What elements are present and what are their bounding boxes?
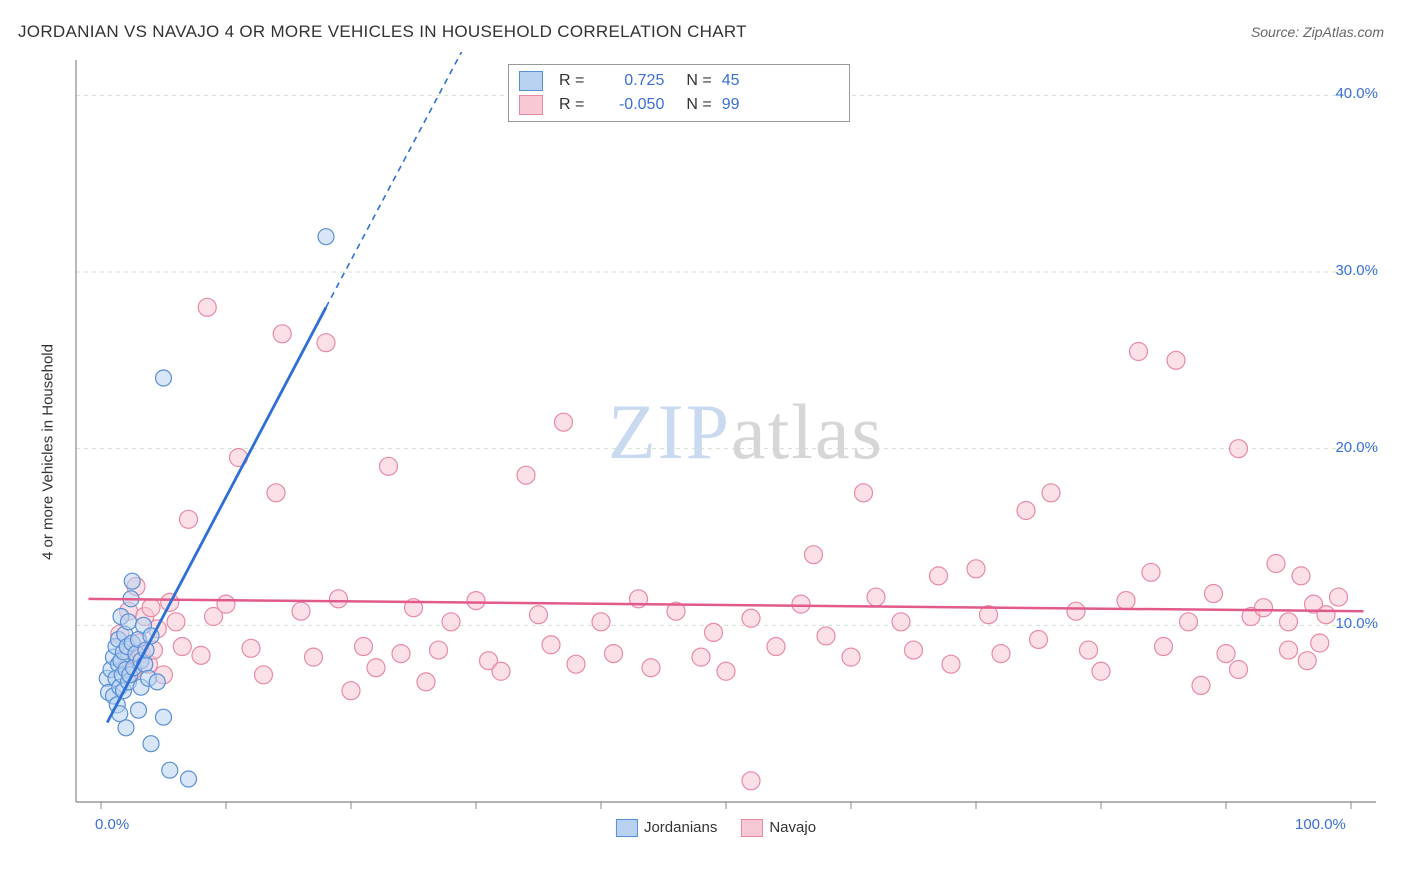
bottom-legend: Jordanians Navajo [616,814,816,842]
n-label: N = [686,96,711,114]
x-tick-label: 0.0% [95,816,129,833]
legend-label: Navajo [769,819,816,836]
y-tick-label: 30.0% [1335,262,1378,279]
legend-item: Navajo [741,819,816,837]
r-value: -0.050 [594,96,664,114]
n-value: 99 [722,96,740,114]
plot-area: 4 or more Vehicles in Household ZIPatlas… [48,52,1384,842]
chart-title: JORDANIAN VS NAVAJO 4 OR MORE VEHICLES I… [18,22,747,42]
series-swatch [519,95,543,115]
stats-row: R = -0.050 N = 99 [509,93,849,117]
y-tick-label: 20.0% [1335,439,1378,456]
stats-row: R = 0.725 N = 45 [509,69,849,93]
source-attribution: Source: ZipAtlas.com [1251,24,1384,40]
n-label: N = [686,72,711,90]
x-tick-label: 100.0% [1295,816,1346,833]
n-value: 45 [722,72,740,90]
y-tick-label: 40.0% [1335,85,1378,102]
legend-item: Jordanians [616,819,717,837]
legend-swatch [616,819,638,837]
series-swatch [519,71,543,91]
legend-label: Jordanians [644,819,717,836]
y-tick-label: 10.0% [1335,615,1378,632]
r-label: R = [559,72,584,90]
r-value: 0.725 [594,72,664,90]
correlation-stats-box: R = 0.725 N = 45 R = -0.050 N = 99 [508,64,850,122]
r-label: R = [559,96,584,114]
scatter-chart [48,52,1384,842]
legend-swatch [741,819,763,837]
